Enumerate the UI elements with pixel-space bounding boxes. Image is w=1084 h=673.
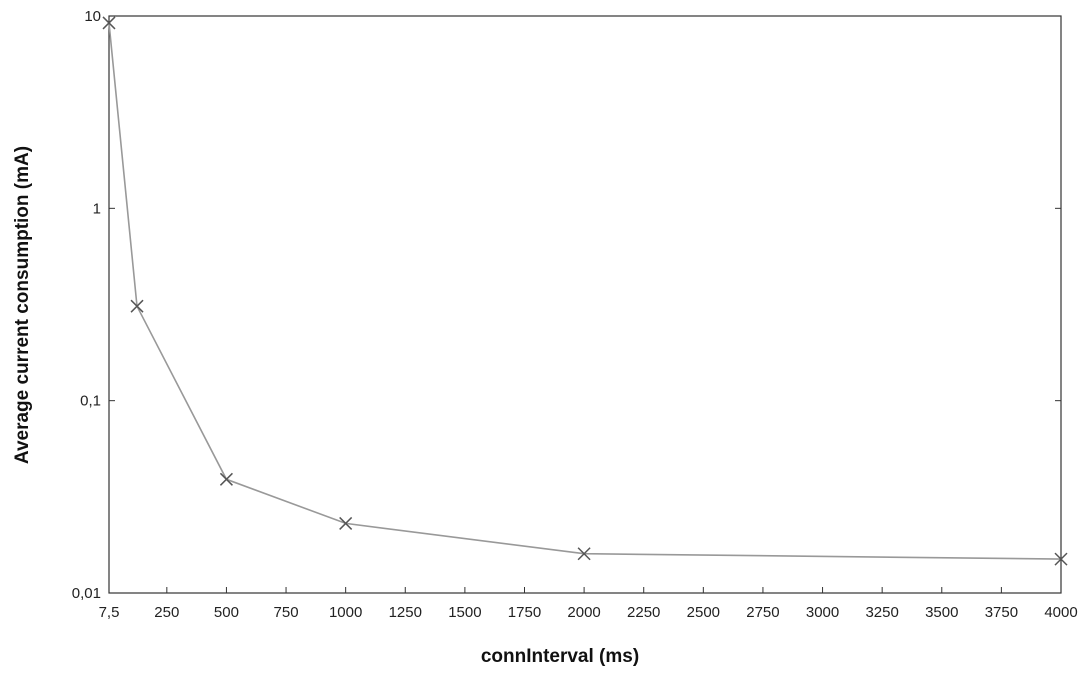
x-tick-label: 2500 [687,604,720,621]
y-tick-label: 10 [84,8,101,25]
y-tick-label: 1 [93,200,101,217]
x-tick-label: 4000 [1044,604,1077,621]
x-tick-label: 500 [214,604,239,621]
data-point-marker [102,16,116,30]
series-line [108,22,1062,560]
x-tick-label: 3250 [865,604,898,621]
data-point-marker [130,299,144,313]
x-tick-label: 1250 [389,604,422,621]
x-tick-label: 3000 [806,604,839,621]
x-tick-label: 250 [154,604,179,621]
x-tick-label: 1750 [508,604,541,621]
y-tick-label: 0,1 [80,393,101,410]
data-point-marker [1054,552,1068,566]
x-tick-label: 3500 [925,604,958,621]
series-group [102,16,1068,566]
x-axis-title: connInterval (ms) [481,646,639,667]
x-tick-label: 3750 [985,604,1018,621]
x-tick-label: 2250 [627,604,660,621]
y-tick-label: 0,01 [72,585,101,602]
x-tick-label: 2750 [746,604,779,621]
x-tick-label: 1500 [448,604,481,621]
x-tick-label: 1000 [329,604,362,621]
y-axis-ticks: 0,01 0,1 1 10 [72,8,1061,602]
y-axis-title: Average current consumption (mA) [12,146,33,464]
x-tick-label: 2000 [567,604,600,621]
data-point-marker [577,547,591,561]
data-point-marker [339,516,353,530]
data-point-marker [219,472,233,486]
x-tick-label: 750 [274,604,299,621]
x-tick-label: 7,5 [99,604,120,621]
x-axis-ticks: 7,5 250 500 750 1000 1250 1500 1750 2000 2250 2500… [99,587,1078,621]
plot-area-frame [108,15,1062,594]
